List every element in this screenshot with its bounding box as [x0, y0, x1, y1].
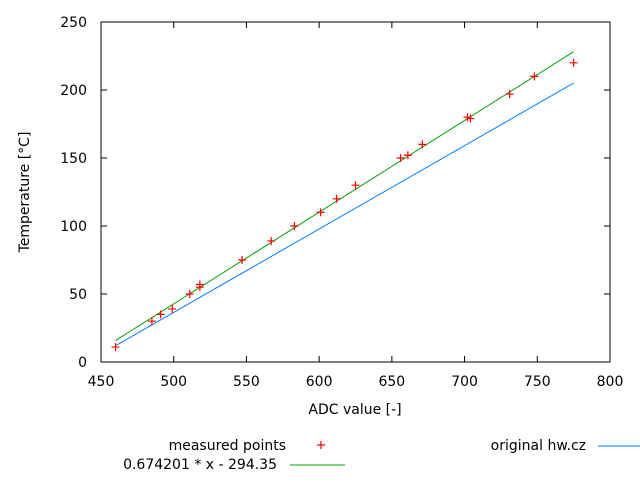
data-point — [111, 343, 120, 352]
x-tick-label: 700 — [451, 374, 478, 390]
data-point — [505, 90, 514, 99]
y-tick-label: 100 — [60, 219, 87, 235]
legend: measured points 0.674201 * x - 294.35 or… — [123, 438, 640, 473]
data-point — [168, 304, 177, 313]
legend-label-original: original hw.cz — [491, 438, 586, 454]
data-point — [156, 310, 165, 319]
series-line-2 — [115, 51, 574, 341]
data-point — [396, 154, 405, 162]
x-tick-label: 750 — [524, 374, 551, 390]
data-point — [267, 236, 276, 245]
data-point — [195, 280, 204, 289]
series-line-1 — [115, 82, 574, 347]
legend-key-measured — [317, 441, 325, 449]
x-tick-label: 600 — [306, 374, 333, 390]
x-tick-label: 550 — [233, 374, 260, 390]
x-tick-label: 650 — [378, 374, 405, 390]
x-tick-label: 500 — [160, 374, 187, 390]
data-point — [147, 317, 156, 326]
data-point — [185, 290, 194, 298]
y-tick-label: 0 — [78, 355, 87, 371]
data-point — [418, 140, 427, 149]
x-axis-label: ADC value [-] — [308, 402, 401, 418]
plot-frame — [100, 21, 611, 363]
data-point — [466, 114, 475, 123]
legend-label-measured: measured points — [169, 438, 286, 454]
data-point — [351, 181, 360, 190]
y-tick-label: 150 — [60, 151, 87, 167]
y-tick-label: 250 — [60, 15, 87, 31]
legend-label-fit: 0.674201 * x - 294.35 — [123, 457, 277, 473]
data-point — [569, 58, 578, 67]
y-tick-label: 200 — [60, 83, 87, 99]
data-point — [238, 256, 247, 264]
x-tick-label: 800 — [597, 374, 624, 390]
y-tick-label: 50 — [69, 287, 87, 303]
data-point — [332, 194, 341, 203]
y-axis-label: Temperature [°C] — [17, 132, 33, 254]
data-point — [530, 72, 539, 81]
data-point — [403, 151, 412, 160]
data-point — [290, 222, 299, 230]
x-tick-label: 450 — [88, 374, 115, 390]
data-point — [316, 208, 325, 217]
